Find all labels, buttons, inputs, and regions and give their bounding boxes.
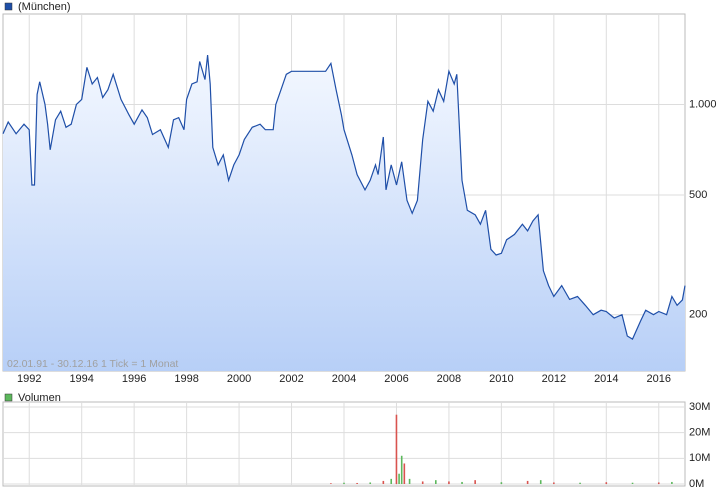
volume-bar — [400, 455, 403, 484]
volume-bar — [539, 480, 542, 484]
volume-bar — [382, 480, 385, 484]
legend-swatch — [4, 393, 13, 402]
x-tick-label: 2004 — [332, 373, 356, 385]
x-tick-label: 1994 — [69, 373, 93, 385]
footnote: 02.01.91 - 30.12.16 1 Tick = 1 Monat — [7, 358, 178, 370]
x-tick-label: 2012 — [542, 373, 566, 385]
volume-bar — [330, 483, 332, 484]
volume-bar — [631, 482, 634, 484]
volume-bar — [671, 481, 673, 484]
volume-bar — [461, 481, 463, 484]
y-tick-label: 0M — [689, 478, 704, 490]
x-tick-label: 2014 — [594, 373, 618, 385]
volume-bar — [605, 482, 608, 484]
volume-bar — [398, 473, 400, 484]
y-tick-label: 10M — [689, 452, 710, 464]
x-tick-label: 1998 — [174, 373, 198, 385]
volume-bar — [395, 414, 398, 484]
y-tick-label: 500 — [689, 189, 707, 201]
y-tick-label: 30M — [689, 401, 710, 413]
volume-bar — [553, 482, 555, 484]
volume-bar — [579, 482, 581, 484]
x-tick-label: 2000 — [227, 373, 251, 385]
y-tick-label: 20M — [689, 427, 710, 439]
legend-label: (München) — [18, 1, 71, 13]
area-fill — [3, 55, 685, 371]
volume-bar — [448, 481, 450, 484]
volume-bar — [526, 480, 529, 484]
volume-bar — [408, 478, 411, 484]
x-tick-label: 2010 — [489, 373, 513, 385]
legend-swatch — [4, 2, 13, 11]
x-tick-label: 2016 — [647, 373, 671, 385]
x-tick-label: 2002 — [279, 373, 303, 385]
price-line — [2, 55, 686, 340]
legend-label: Volumen — [18, 392, 61, 404]
volume-bar — [474, 480, 476, 484]
x-tick-label: 2006 — [384, 373, 408, 385]
volume-bar — [390, 478, 393, 484]
volume-bar — [369, 482, 372, 484]
volume-bar — [343, 482, 345, 484]
volume-bar — [435, 480, 437, 484]
volume-bar — [403, 463, 406, 484]
volume-bar — [500, 482, 503, 484]
volume-bar — [657, 482, 660, 484]
x-tick-label: 1992 — [17, 373, 41, 385]
volume-bar — [356, 482, 358, 484]
x-tick-label: 1996 — [122, 373, 146, 385]
x-tick-label: 2008 — [437, 373, 461, 385]
y-tick-label: 200 — [689, 309, 707, 321]
volume-bar — [421, 481, 424, 484]
y-tick-label: 1.000 — [689, 98, 717, 110]
